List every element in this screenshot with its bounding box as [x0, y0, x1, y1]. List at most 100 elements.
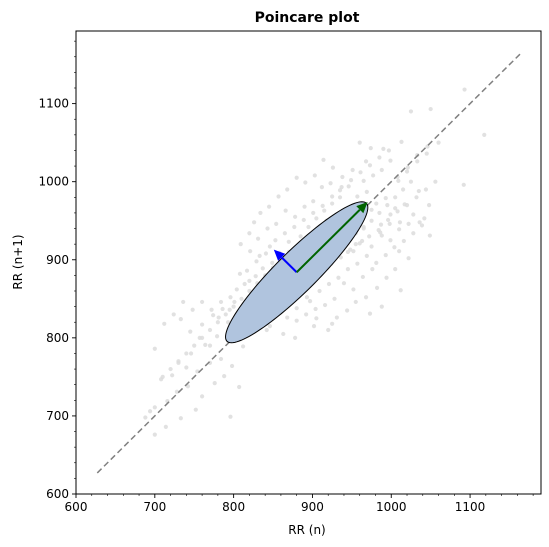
data-point — [326, 281, 332, 287]
data-point — [395, 209, 400, 214]
data-point — [301, 217, 306, 223]
data-point — [163, 424, 168, 429]
data-point — [355, 261, 360, 266]
data-point — [400, 187, 406, 192]
data-point — [227, 307, 232, 312]
data-point — [321, 157, 326, 162]
data-point — [293, 214, 298, 219]
data-point — [218, 299, 224, 305]
data-point — [386, 148, 391, 153]
data-point — [220, 306, 225, 312]
data-point — [311, 210, 316, 216]
data-point — [345, 267, 351, 272]
data-point — [228, 414, 233, 419]
data-point — [388, 212, 393, 217]
data-point — [232, 299, 237, 305]
data-point — [252, 220, 257, 225]
data-point — [330, 165, 336, 170]
data-point — [211, 313, 216, 318]
data-point — [350, 167, 355, 173]
data-point — [143, 415, 148, 420]
data-point — [381, 146, 386, 151]
x-tick-label: 800 — [222, 500, 245, 514]
data-point — [281, 331, 286, 337]
data-point — [234, 287, 239, 292]
data-point — [326, 327, 331, 333]
data-point — [408, 109, 414, 114]
data-point — [462, 87, 467, 92]
data-point — [298, 234, 303, 239]
data-point — [417, 220, 422, 225]
data-point — [237, 271, 243, 276]
data-point — [411, 231, 416, 236]
data-point — [222, 374, 227, 379]
data-point — [270, 260, 275, 265]
data-point — [345, 308, 350, 313]
data-point — [240, 344, 246, 349]
data-point — [285, 315, 290, 320]
data-point — [428, 106, 433, 112]
data-point — [334, 315, 339, 320]
data-point — [392, 245, 397, 250]
data-point — [322, 302, 328, 308]
data-point — [367, 234, 372, 239]
data-point — [160, 374, 165, 379]
data-point — [247, 278, 252, 283]
data-point — [353, 299, 358, 305]
data-point — [337, 195, 343, 200]
data-point — [348, 178, 354, 183]
data-point — [358, 170, 363, 175]
data-point — [393, 206, 398, 211]
data-point — [170, 373, 175, 378]
analysis-overlay — [96, 52, 522, 474]
data-point — [263, 251, 269, 256]
y-axis-label: RR (n+1) — [11, 234, 25, 289]
data-point — [346, 184, 351, 189]
data-point — [152, 432, 157, 437]
data-point — [332, 296, 337, 301]
data-point — [379, 304, 384, 309]
data-point — [379, 167, 384, 173]
x-tick-label: 1000 — [376, 500, 407, 514]
data-point — [258, 210, 263, 216]
x-tick-label: 900 — [301, 500, 324, 514]
data-point — [152, 346, 157, 351]
data-point — [267, 324, 272, 329]
x-axis-ticks: 600 700 800 900 1000 1100 — [65, 494, 534, 514]
data-point — [423, 187, 429, 192]
data-point — [237, 384, 242, 390]
data-point — [360, 274, 365, 280]
data-point — [393, 195, 398, 200]
data-point — [216, 315, 221, 320]
data-point — [257, 253, 262, 258]
data-point — [351, 287, 356, 292]
data-point — [338, 255, 343, 260]
data-point — [401, 238, 406, 244]
data-point — [203, 342, 208, 347]
data-point — [363, 295, 369, 300]
data-point — [330, 194, 335, 199]
data-point — [320, 203, 325, 208]
data-point — [200, 394, 205, 399]
data-point — [379, 233, 384, 238]
data-point — [311, 324, 317, 329]
data-point — [209, 307, 214, 312]
data-point — [482, 132, 487, 137]
data-point — [274, 221, 279, 226]
data-point — [361, 224, 366, 230]
data-point — [328, 181, 333, 186]
data-point — [168, 366, 173, 372]
data-point — [283, 208, 288, 213]
data-point — [181, 299, 186, 305]
data-point — [415, 159, 420, 164]
data-point — [152, 405, 157, 410]
x-tick-label: 1100 — [455, 500, 486, 514]
data-point — [369, 244, 374, 249]
data-point — [387, 221, 392, 226]
data-point — [294, 318, 299, 323]
data-point — [311, 199, 316, 204]
data-point — [314, 316, 319, 321]
data-point — [304, 295, 310, 300]
data-point — [361, 178, 366, 184]
y-tick-label: 1000 — [38, 175, 69, 189]
